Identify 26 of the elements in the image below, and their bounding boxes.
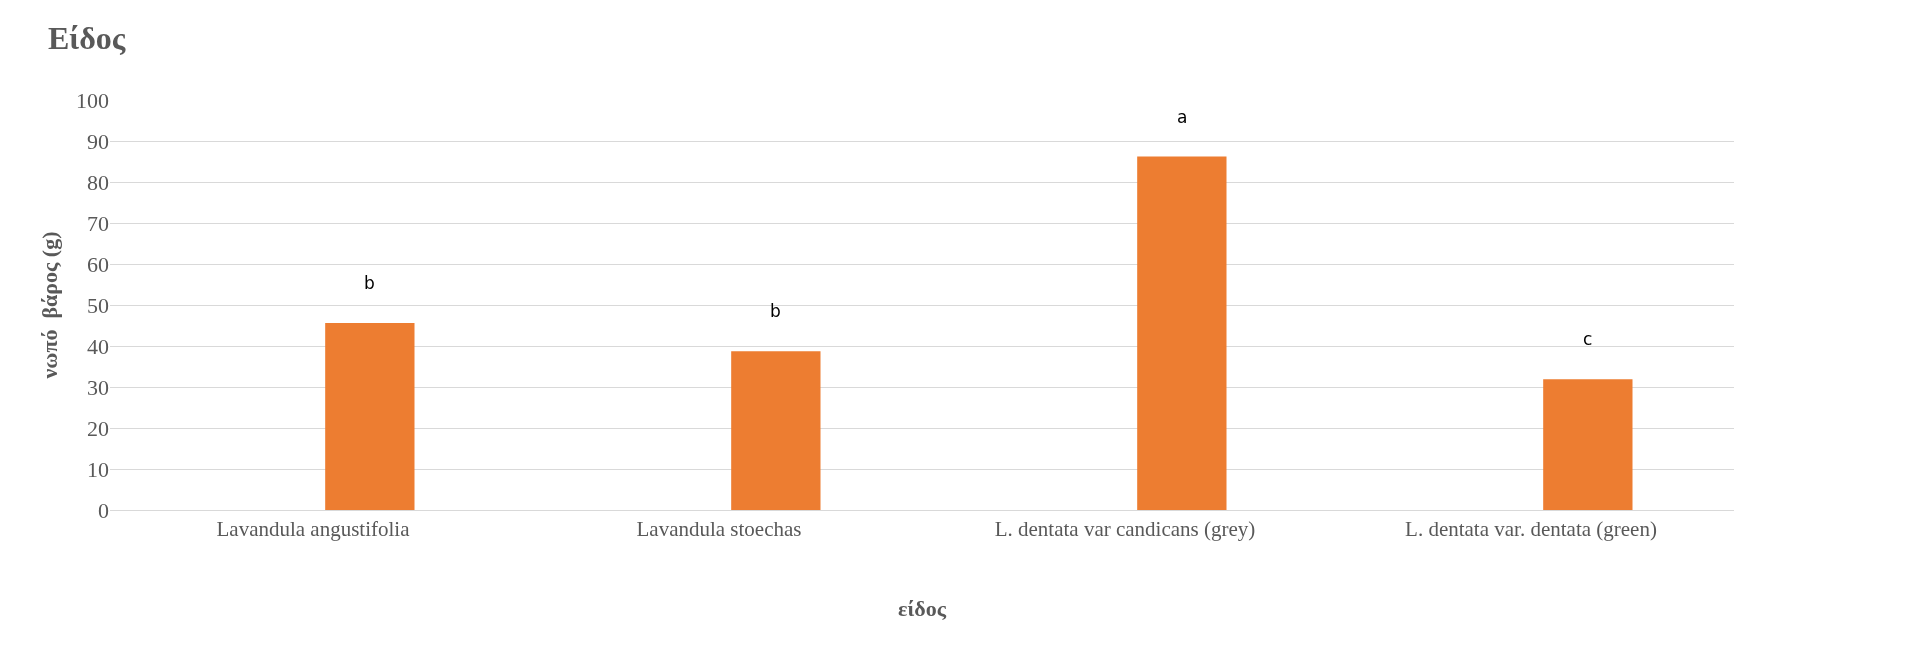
y-tick-label: 50 — [87, 292, 109, 318]
bar — [731, 351, 821, 510]
y-tick-label: 0 — [98, 497, 109, 523]
y-tick-label: 90 — [87, 128, 109, 154]
y-tick-label: 80 — [87, 169, 109, 195]
annotation: a — [1177, 107, 1188, 127]
y-tick-label: 70 — [87, 210, 109, 236]
bar — [1137, 156, 1227, 510]
y-tick-label: 30 — [87, 374, 109, 400]
y-axis-title: νωπό βάρος (g) — [36, 231, 62, 380]
bar — [325, 323, 415, 510]
y-tick-label: 10 — [87, 456, 109, 482]
annotation: b — [364, 273, 375, 293]
x-axis-title: είδος — [898, 596, 947, 622]
x-tick-label: Lavandula stoechas — [636, 517, 802, 542]
x-tick-label: L. dentata var candicans (grey) — [994, 517, 1256, 542]
x-tick-label: L. dentata var. dentata (green) — [1405, 517, 1657, 542]
y-tick-label: 20 — [87, 415, 109, 441]
y-tick-label: 40 — [87, 333, 109, 359]
bar — [1543, 379, 1633, 510]
annotation: c — [1583, 329, 1593, 349]
chart-title: Είδος — [47, 19, 126, 56]
y-tick-label: 60 — [87, 251, 109, 277]
y-tick-label: 100 — [76, 87, 109, 113]
annotation: b — [770, 301, 781, 321]
x-tick-label: Lavandula angustifolia — [216, 517, 411, 542]
